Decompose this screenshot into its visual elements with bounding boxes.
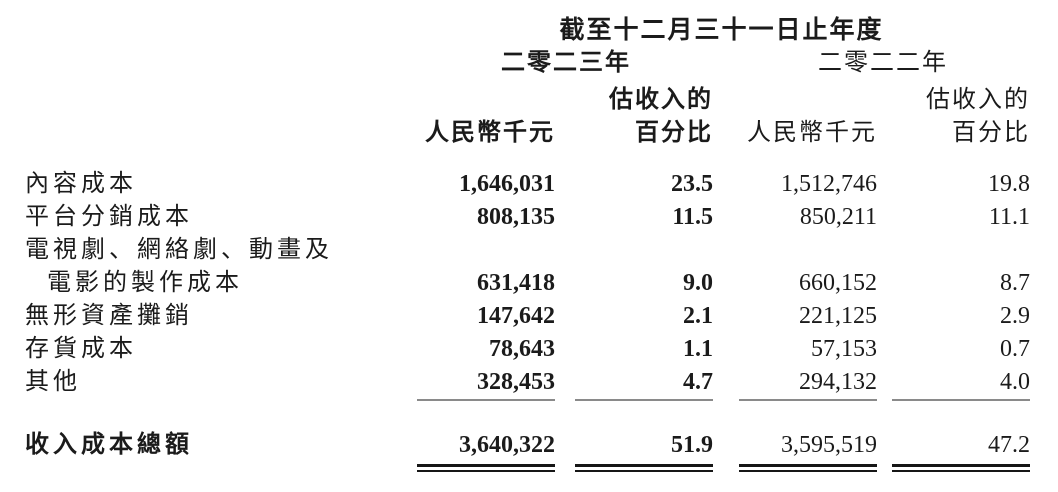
value-2023-pct: 2.1: [555, 302, 713, 335]
value-2023-pct: 11.5: [555, 203, 713, 236]
cell-value: 660,152: [799, 269, 877, 296]
spacer-row: [25, 401, 1030, 432]
table-title-row: 截至十二月三十一日止年度: [25, 10, 1030, 46]
cell-value: 221,125: [799, 302, 877, 329]
year-2023-header: 二零二三年: [501, 49, 631, 76]
cell-value: 3,595,519: [781, 432, 877, 458]
cell-value: 51.9: [671, 432, 713, 458]
cell-value: 11.5: [672, 203, 713, 230]
value-2023-rmb: 808,135: [345, 203, 555, 236]
cell-value-wrap: 51.9: [575, 432, 713, 473]
double-rule: [892, 464, 1031, 473]
cell-value: 2.9: [1000, 302, 1031, 329]
row-label: 內容成本: [25, 170, 137, 197]
value-2022-rmb: 660,152: [713, 269, 877, 302]
pct-of-revenue-header-2022: 估收入的: [926, 86, 1031, 113]
cell-value: 47.2: [988, 432, 1031, 458]
double-rule: [739, 464, 877, 473]
row-label: 電視劇、網絡劇、動畫及: [25, 236, 333, 263]
value-2022-pct: 8.7: [877, 269, 1030, 302]
cell-value: 1,646,031: [459, 170, 555, 197]
table-row-total-cost-of-revenue: 收入成本總額 3,640,322 51.9 3,595,519 47.2: [25, 432, 1031, 473]
cell-value: 1,512,746: [781, 170, 877, 197]
value-2022-pct: 19.8: [877, 170, 1030, 203]
table-row-production-costs-line1: 電視劇、網絡劇、動畫及: [25, 236, 1030, 269]
cell-value: 147,642: [477, 302, 555, 329]
cell-value: 9.0: [683, 269, 713, 296]
pct-header-row: 估收入的 估收入的: [25, 80, 1030, 113]
cell-value: 631,418: [477, 269, 555, 296]
value-2023-pct: 23.5: [555, 170, 713, 203]
value-2022-rmb: 850,211: [713, 203, 877, 236]
unit-header-row: 人民幣千元 百分比 人民幣千元 百分比: [25, 113, 1030, 146]
table-row-inventory-costs: 存貨成本 78,643 1.1 57,153 0.7: [25, 335, 1030, 368]
cost-of-revenue-table: 截至十二月三十一日止年度 二零二三年 二零二二年 估收入的 估收入的 人民幣千元…: [25, 10, 1031, 473]
cell-value: 78,643: [489, 335, 555, 362]
value-2023-rmb: 328,453: [345, 368, 555, 401]
rmb-thousand-header-2022: 人民幣千元: [747, 119, 877, 146]
row-label: 電影的製作成本: [47, 269, 243, 296]
cell-value: 294,132: [739, 369, 877, 401]
spacer-row: [25, 146, 1030, 170]
value-2022-pct: 11.1: [877, 203, 1030, 236]
cell-value: 4.7: [575, 369, 713, 401]
cell-value: 0.7: [1000, 335, 1031, 362]
total-2022-pct: 47.2: [877, 432, 1031, 473]
table-title: 截至十二月三十一日止年度: [559, 16, 884, 44]
cell-value: 4.0: [892, 369, 1031, 401]
value-2022-pct: 2.9: [877, 302, 1030, 335]
value-2023-pct: 4.7: [555, 368, 713, 401]
cell-value: 3,640,322: [459, 432, 555, 458]
table-row-intangible-amortisation: 無形資產攤銷 147,642 2.1 221,125 2.9: [25, 302, 1030, 335]
cell-value: 850,211: [799, 203, 877, 230]
row-label: 平台分銷成本: [25, 203, 193, 230]
value-2022-rmb: 294,132: [713, 368, 877, 401]
total-2023-rmb: 3,640,322: [345, 432, 555, 473]
value-2023-rmb: 1,646,031: [345, 170, 555, 203]
cell-value: 19.8: [988, 170, 1031, 197]
value-2022-rmb: 57,153: [713, 335, 877, 368]
cell-value: 328,453: [417, 369, 555, 401]
cell-value: 57,153: [811, 335, 877, 362]
year-2022-header: 二零二二年: [818, 49, 949, 76]
value-2023-rmb: 147,642: [345, 302, 555, 335]
value-2022-rmb: 221,125: [713, 302, 877, 335]
cell-value: 8.7: [1000, 269, 1031, 296]
table-row-others: 其他 328,453 4.7 294,132 4.0: [25, 368, 1031, 401]
pct-of-revenue-header-2023: 估收入的: [609, 86, 713, 113]
year-header-row: 二零二三年 二零二二年: [25, 46, 1030, 80]
value-2023-rmb: 631,418: [345, 269, 555, 302]
value-2023-rmb: 78,643: [345, 335, 555, 368]
row-label: 其他: [25, 368, 81, 395]
double-rule: [575, 464, 713, 473]
value-2023-pct: 9.0: [555, 269, 713, 302]
cell-value: 2.1: [683, 302, 713, 329]
rmb-thousand-header-2023: 人民幣千元: [425, 119, 555, 146]
table-row-production-costs-line2: 電影的製作成本 631,418 9.0 660,152 8.7: [25, 269, 1030, 302]
total-2022-rmb: 3,595,519: [713, 432, 877, 473]
row-label: 無形資產攤銷: [25, 302, 193, 329]
cell-value: 23.5: [671, 170, 713, 197]
cell-value: 808,135: [477, 203, 555, 230]
cell-value-wrap: 3,640,322: [417, 432, 555, 473]
value-2022-pct: 4.0: [877, 368, 1031, 401]
table-row-content-costs: 內容成本 1,646,031 23.5 1,512,746 19.8: [25, 170, 1030, 203]
cell-value-wrap: 3,595,519: [739, 432, 877, 473]
percentage-header-2022: 百分比: [952, 119, 1031, 146]
value-2022-rmb: 1,512,746: [713, 170, 877, 203]
row-label: 存貨成本: [25, 335, 137, 362]
table-row-platform-distribution-costs: 平台分銷成本 808,135 11.5 850,211 11.1: [25, 203, 1030, 236]
total-2023-pct: 51.9: [555, 432, 713, 473]
double-rule: [417, 464, 555, 473]
cell-value: 11.1: [988, 203, 1031, 230]
cell-value: 1.1: [683, 335, 713, 362]
percentage-header-2023: 百分比: [635, 119, 713, 146]
cell-value-wrap: 47.2: [892, 432, 1031, 473]
total-row-label: 收入成本總額: [25, 432, 193, 458]
value-2022-pct: 0.7: [877, 335, 1030, 368]
value-2023-pct: 1.1: [555, 335, 713, 368]
